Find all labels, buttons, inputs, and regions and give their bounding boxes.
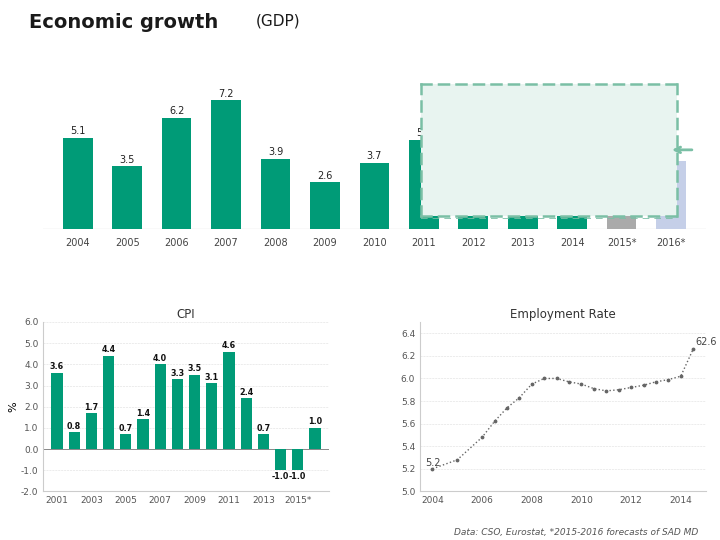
Title: CPI: CPI xyxy=(176,308,195,321)
Text: 3.7: 3.7 xyxy=(366,151,382,161)
Bar xyxy=(409,140,438,229)
Bar xyxy=(103,356,114,449)
Bar xyxy=(63,138,93,229)
Bar xyxy=(112,166,142,229)
Bar xyxy=(508,206,538,229)
Text: 62.6: 62.6 xyxy=(696,337,717,347)
Text: 3.3: 3.3 xyxy=(171,369,184,377)
Text: 0.7: 0.7 xyxy=(119,424,132,433)
Text: 2009: 2009 xyxy=(312,238,337,248)
Text: 1.7: 1.7 xyxy=(84,402,99,411)
Text: -1.0: -1.0 xyxy=(272,472,289,481)
Bar xyxy=(292,449,303,470)
Text: 3.6: 3.6 xyxy=(50,362,64,372)
Bar xyxy=(211,100,241,229)
Bar xyxy=(261,159,290,229)
Text: 1.4: 1.4 xyxy=(136,409,150,418)
Bar xyxy=(459,200,488,229)
Text: 0.8: 0.8 xyxy=(67,422,81,430)
Text: 1.3: 1.3 xyxy=(515,194,531,204)
Bar xyxy=(607,165,636,229)
Y-axis label: %: % xyxy=(8,401,18,412)
Text: 3.9: 3.9 xyxy=(268,147,283,158)
Bar xyxy=(172,379,183,449)
Text: 4.6: 4.6 xyxy=(222,341,236,350)
Text: 6.2: 6.2 xyxy=(169,106,184,117)
Text: 2.6: 2.6 xyxy=(318,171,333,181)
Text: 3.1: 3.1 xyxy=(204,373,219,382)
Bar xyxy=(310,183,340,229)
Text: 5.0: 5.0 xyxy=(416,128,431,138)
Title: Employment Rate: Employment Rate xyxy=(510,308,616,321)
Text: 5.1: 5.1 xyxy=(70,126,86,136)
Text: 3.3: 3.3 xyxy=(564,158,580,168)
Text: Data: CSO, Eurostat, *2015-2016 forecasts of SAD MD: Data: CSO, Eurostat, *2015-2016 forecast… xyxy=(454,528,698,537)
Bar xyxy=(189,375,200,449)
Bar xyxy=(275,449,286,470)
Text: 2010: 2010 xyxy=(362,238,387,248)
Text: 2005: 2005 xyxy=(115,238,140,248)
Text: 2014: 2014 xyxy=(560,238,585,248)
Text: 4.4: 4.4 xyxy=(102,346,116,354)
Bar xyxy=(206,383,217,449)
Text: 2015*: 2015* xyxy=(607,238,636,248)
Text: 2006: 2006 xyxy=(164,238,189,248)
Text: 2004: 2004 xyxy=(66,238,90,248)
Bar xyxy=(240,398,252,449)
Bar xyxy=(162,118,192,229)
Text: 5.2: 5.2 xyxy=(425,458,441,468)
Bar xyxy=(223,352,235,449)
Text: 2013: 2013 xyxy=(510,238,535,248)
Text: 3.6: 3.6 xyxy=(614,153,629,163)
Bar xyxy=(310,428,320,449)
Text: 2007: 2007 xyxy=(214,238,238,248)
Text: 2011: 2011 xyxy=(412,238,436,248)
Text: 3.8: 3.8 xyxy=(663,149,679,159)
Text: Economic growth: Economic growth xyxy=(29,14,225,32)
Text: 3.5: 3.5 xyxy=(187,364,202,374)
Bar xyxy=(557,170,587,229)
Bar xyxy=(656,161,686,229)
Bar xyxy=(51,373,63,449)
Bar xyxy=(120,434,131,449)
Text: 2016*: 2016* xyxy=(657,238,685,248)
Bar xyxy=(86,413,97,449)
Bar xyxy=(155,364,166,449)
Text: 2012: 2012 xyxy=(461,238,486,248)
Text: 2008: 2008 xyxy=(264,238,288,248)
Bar xyxy=(359,163,390,229)
Text: 0.7: 0.7 xyxy=(256,424,271,433)
Text: 4.0: 4.0 xyxy=(153,354,167,363)
Bar xyxy=(258,434,269,449)
Text: 3.5: 3.5 xyxy=(120,154,135,165)
Text: 1.0: 1.0 xyxy=(308,417,322,427)
Bar xyxy=(68,432,80,449)
Text: 1.6: 1.6 xyxy=(466,188,481,199)
Text: (GDP): (GDP) xyxy=(256,14,300,29)
Text: -1.0: -1.0 xyxy=(289,472,307,481)
Text: 7.2: 7.2 xyxy=(218,89,234,99)
Bar xyxy=(138,420,148,449)
Text: 2.4: 2.4 xyxy=(239,388,253,397)
